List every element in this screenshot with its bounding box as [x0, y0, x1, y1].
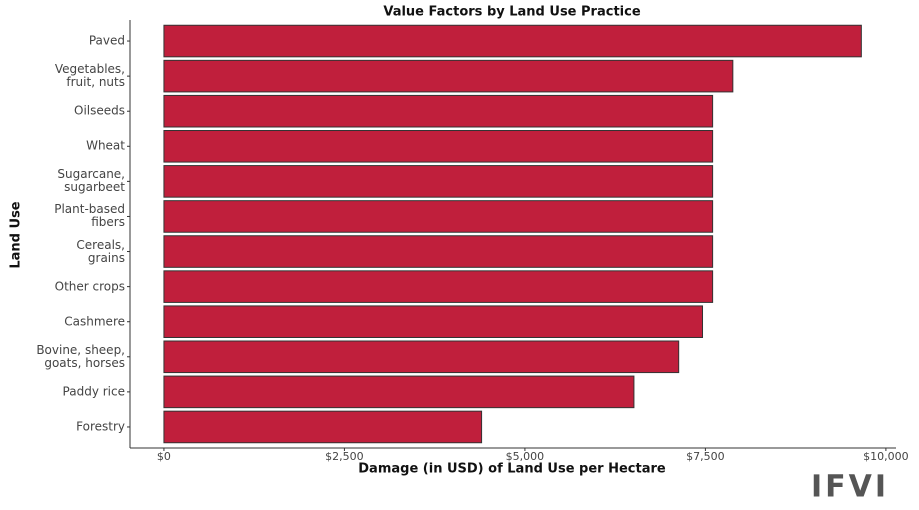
bar [163, 410, 483, 444]
bar [163, 305, 704, 338]
x-axis-label: Damage (in USD) of Land Use per Hectare [358, 462, 666, 477]
bar [163, 375, 635, 409]
x-tick-label: $10,000 [863, 450, 909, 463]
x-tick-label: $2,500 [325, 450, 364, 463]
bar [163, 59, 734, 93]
bar [163, 165, 714, 198]
y-tick-label: Forestry [76, 419, 125, 434]
y-tick-label: Sugarcane, sugarbeet [57, 167, 125, 195]
y-tick-label: Cereals, grains [76, 237, 125, 265]
bar [163, 130, 714, 163]
bar [163, 200, 714, 233]
chart-title: Value Factors by Land Use Practice [383, 5, 640, 20]
x-tick-label: $0 [157, 450, 171, 463]
y-tick-label: Plant-based fibers [54, 202, 125, 230]
bar [163, 235, 714, 268]
bar [163, 94, 714, 128]
y-tick-label: Oilseeds [74, 103, 125, 118]
bar [163, 24, 862, 58]
y-tick-label: Cashmere [64, 314, 125, 329]
bar [163, 340, 680, 374]
x-tick-label: $5,000 [506, 450, 545, 463]
logo: IFVI [811, 470, 889, 505]
y-tick-label: Wheat [86, 138, 125, 153]
x-tick-label: $7,500 [686, 450, 725, 463]
bar [163, 270, 714, 303]
y-axis-label: Land Use [9, 201, 24, 268]
y-tick-label: Other crops [54, 279, 125, 294]
y-tick-label: Paved [88, 33, 125, 48]
y-tick-label: Vegetables, fruit, nuts [54, 62, 125, 90]
y-tick-label: Paddy rice [62, 384, 125, 399]
y-tick-label: Bovine, sheep, goats, horses [36, 342, 125, 370]
